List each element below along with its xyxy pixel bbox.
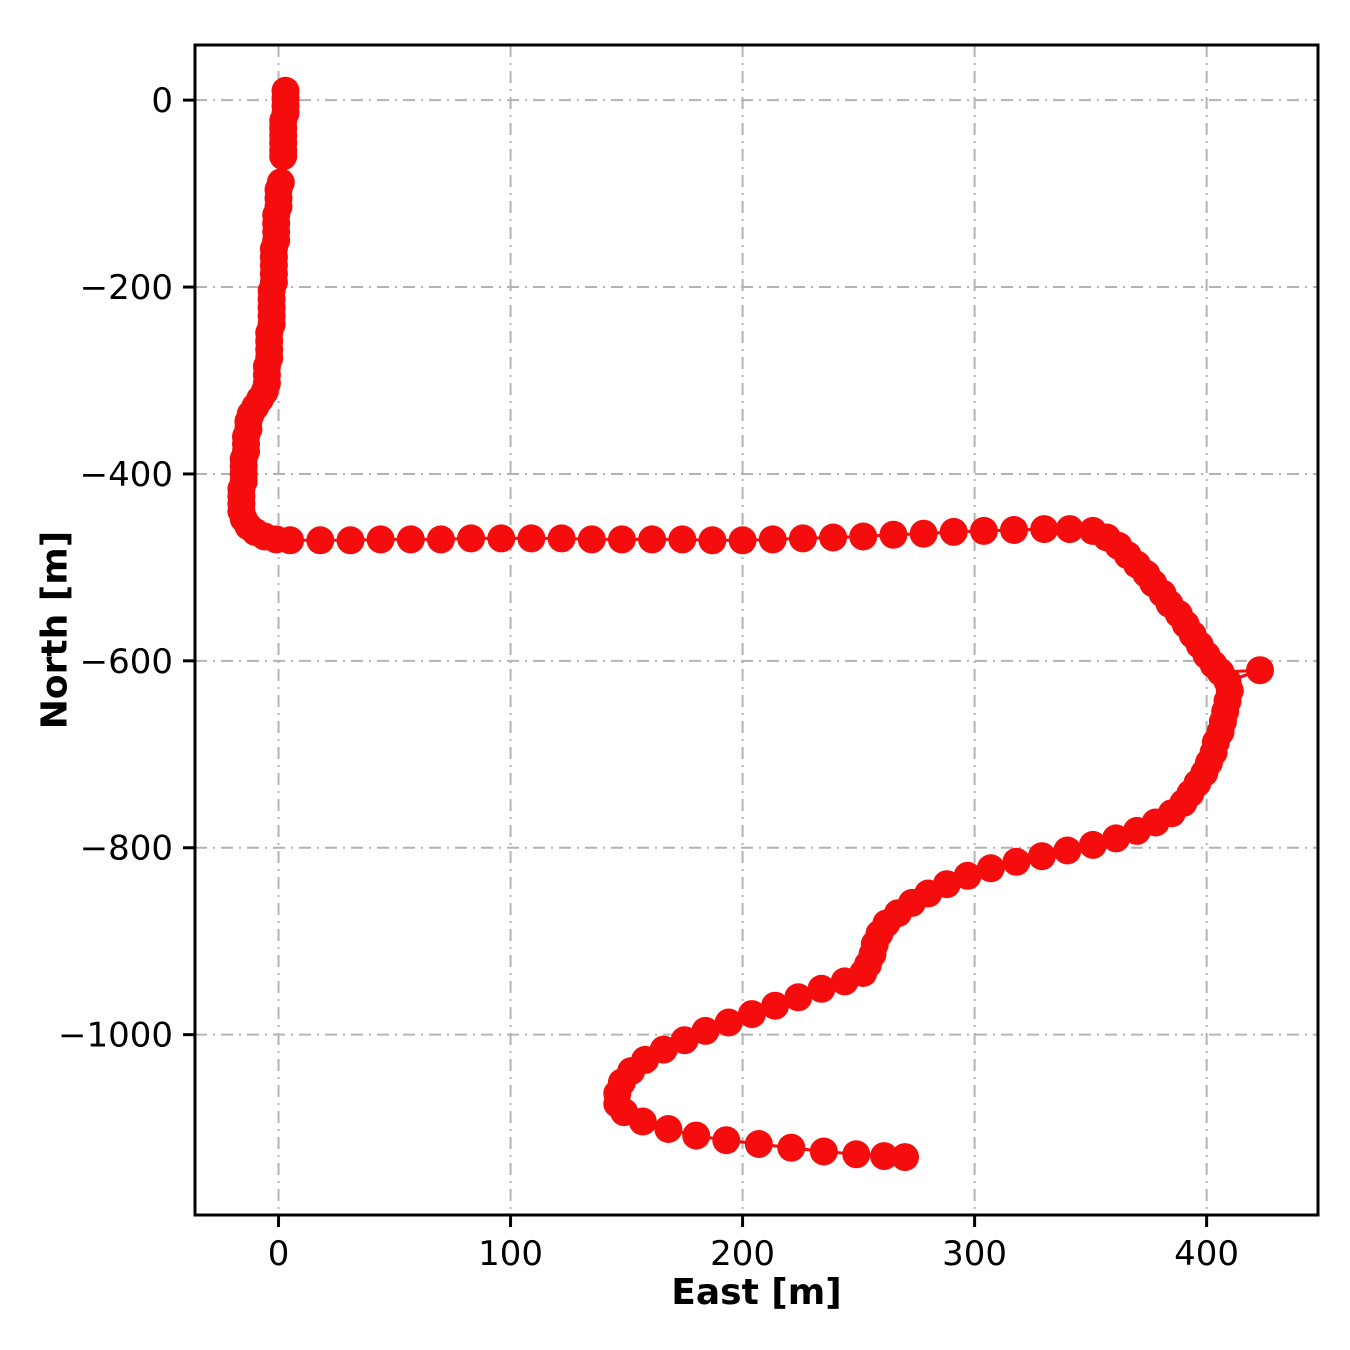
- x-tick-label: 400: [1174, 1234, 1239, 1274]
- trajectory-points: [227, 76, 1274, 1172]
- y-tick-label: −600: [80, 642, 173, 682]
- y-tick-label: −800: [80, 829, 173, 869]
- x-axis-label: East [m]: [671, 1272, 842, 1313]
- plot-background: [195, 45, 1318, 1215]
- x-tick-label: 100: [478, 1234, 543, 1274]
- plot-border: [193, 43, 1320, 1217]
- x-tick-label: 200: [710, 1234, 775, 1274]
- y-tick-label: −1000: [58, 1016, 173, 1056]
- gridlines: [195, 45, 1318, 1215]
- x-tick-label: 0: [268, 1234, 290, 1274]
- y-tick-label: −400: [80, 455, 173, 495]
- y-tick-label: 0: [151, 81, 173, 121]
- tick-labels: 0 100 200 300 400 0 −200 −400 −600 −800 −1000: [58, 81, 1239, 1274]
- tick-marks: [183, 98, 1209, 1227]
- x-tick-label: 300: [942, 1234, 1007, 1274]
- y-tick-label: −200: [80, 268, 173, 308]
- y-axis-label: North [m]: [34, 530, 76, 730]
